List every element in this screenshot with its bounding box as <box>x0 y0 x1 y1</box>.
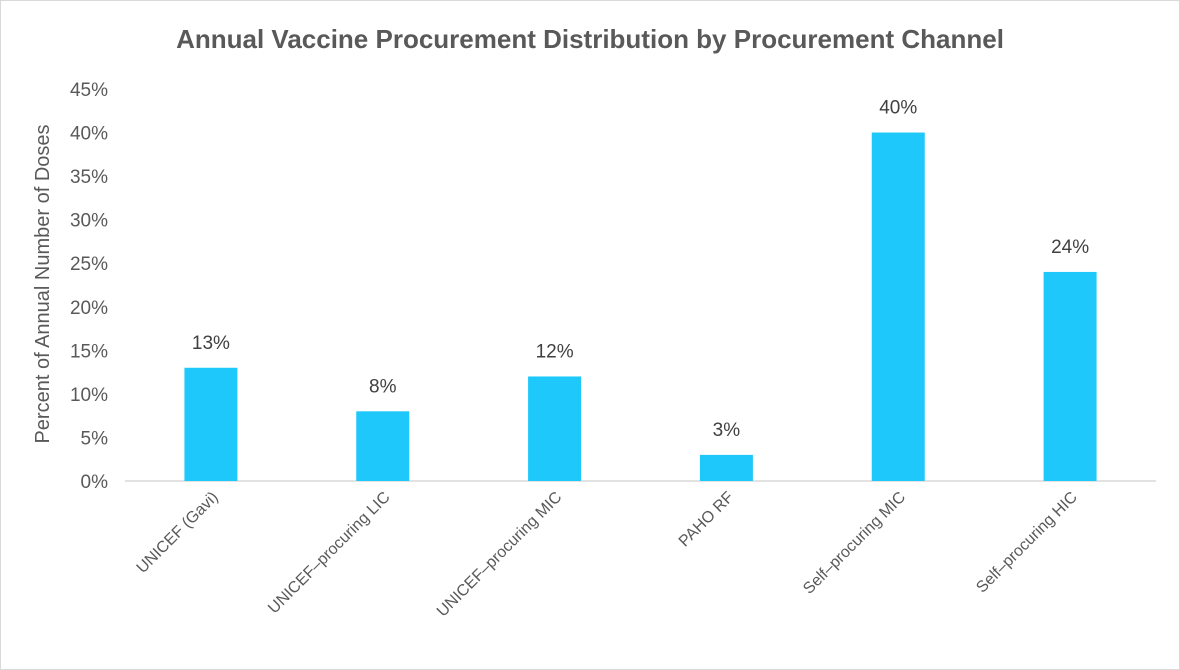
data-label: 13% <box>192 333 230 354</box>
bar <box>184 367 238 481</box>
bar <box>1043 271 1097 481</box>
bar <box>871 132 925 482</box>
x-category-label: Self–procuring MIC <box>800 489 909 598</box>
y-tick-label: 35% <box>70 167 108 188</box>
y-tick-label: 45% <box>70 80 108 101</box>
chart-title: Annual Vaccine Procurement Distribution … <box>176 24 1004 54</box>
y-tick-label: 0% <box>81 472 109 493</box>
x-category-label: Self–procuring HIC <box>973 489 1081 597</box>
x-category-label: UNICEF–procuring LIC <box>265 489 393 617</box>
bar <box>356 411 410 481</box>
y-tick-label: 20% <box>70 298 108 319</box>
data-label: 40% <box>879 98 917 119</box>
y-tick-label: 40% <box>70 124 108 145</box>
y-axis-ticks: 0% 5% 10% 15% 20% 25% 30% 35% 40% 45% <box>70 80 108 493</box>
x-axis-categories: UNICEF (Gavi) UNICEF–procuring LIC UNICEF–… <box>134 489 1081 621</box>
bars <box>184 132 1097 482</box>
x-category-label: UNICEF–procuring MIC <box>434 489 565 620</box>
bar <box>699 454 753 481</box>
data-labels: 13% 8% 12% 3% 40% 24% <box>192 98 1089 441</box>
y-axis-title: Percent of Annual Number of Doses <box>32 124 54 443</box>
x-category-label: PAHO RF <box>676 489 738 551</box>
y-tick-label: 10% <box>70 385 108 406</box>
data-label: 12% <box>536 341 574 362</box>
bar <box>528 376 582 481</box>
data-label: 3% <box>713 420 741 441</box>
data-label: 8% <box>369 376 397 397</box>
y-tick-label: 5% <box>81 428 109 449</box>
y-tick-label: 30% <box>70 211 108 232</box>
x-category-label: UNICEF (Gavi) <box>134 489 222 577</box>
y-tick-label: 15% <box>70 341 108 362</box>
y-tick-label: 25% <box>70 254 108 275</box>
data-label: 24% <box>1051 237 1089 258</box>
